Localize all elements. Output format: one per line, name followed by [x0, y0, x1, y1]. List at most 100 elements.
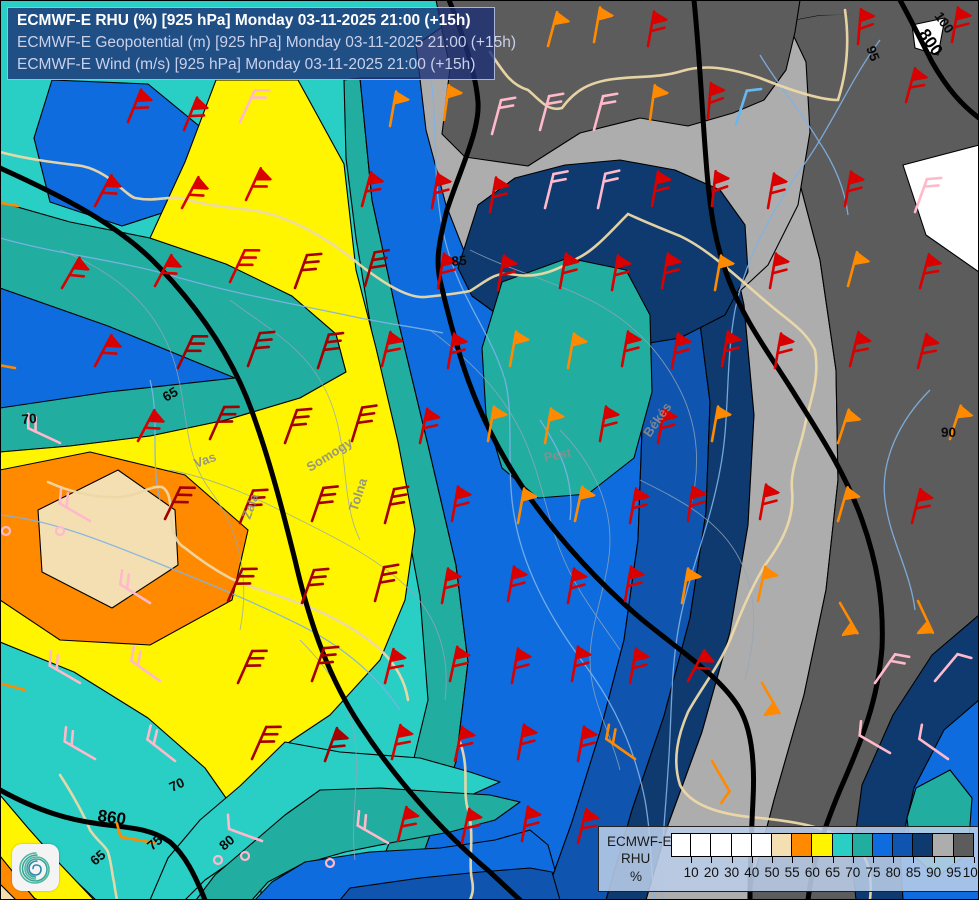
- river-tisza: [660, 39, 881, 900]
- wind-barb: [610, 254, 633, 292]
- legend-tick-label: 10: [683, 865, 699, 880]
- wind-barb: [283, 407, 313, 445]
- legend-tick: [873, 857, 874, 863]
- legend-tick-label: 80: [885, 865, 901, 880]
- wind-barb: [592, 92, 619, 132]
- geopotential-line: [0, 165, 523, 900]
- wind-barb: [904, 66, 929, 104]
- rhu-ne-corner: [740, 0, 978, 30]
- wind-barb: [396, 805, 421, 843]
- wind-barb: [60, 256, 91, 290]
- legend-swatch-75: [852, 833, 873, 857]
- wind-barb: [176, 334, 209, 370]
- spiral-logo-icon: [19, 852, 50, 884]
- county-label: Pest: [543, 444, 574, 465]
- wind-barb: [566, 332, 589, 370]
- calm-wind-circle: [0, 525, 12, 537]
- wind-barb: [856, 7, 876, 46]
- wind-barb: [620, 330, 643, 368]
- wind-barb: [226, 813, 264, 843]
- legend-swatch-30: [711, 833, 732, 857]
- calm-wind-circle: [239, 850, 251, 862]
- wind-barb: [598, 405, 621, 443]
- wind-barb: [773, 332, 796, 370]
- wind-barb: [576, 725, 599, 763]
- wind-barb: [163, 486, 196, 521]
- wind-barb: [543, 407, 566, 445]
- wind-barb: [950, 6, 973, 44]
- legend-tick: [933, 857, 935, 863]
- wind-barb: [182, 96, 210, 132]
- wind-barb: [838, 601, 859, 637]
- rhu-teal-bc: [195, 787, 521, 900]
- wind-barb: [136, 408, 166, 443]
- wind-barb: [238, 488, 269, 525]
- calm-wind-circle: [54, 525, 66, 537]
- legend-tick: [731, 857, 733, 863]
- legend-tick: [711, 857, 713, 863]
- legend-swatch-60: [792, 833, 813, 857]
- wind-barb: [576, 807, 601, 845]
- wind-barb: [316, 331, 345, 370]
- wind-barb: [592, 6, 615, 44]
- wind-barb: [130, 645, 162, 683]
- wind-barb: [605, 723, 637, 761]
- rivers: [0, 39, 931, 900]
- rhu-legend: ECMWF-E RHU % 10 20 30 40 50 55 60 65 70 75 80 85 90…: [598, 826, 978, 892]
- wind-barb: [310, 645, 340, 683]
- legend-tick: [852, 857, 854, 863]
- wind-barb: [710, 169, 731, 208]
- wind-barb: [913, 176, 943, 214]
- wind-barb: [363, 248, 391, 288]
- wind-barb: [918, 723, 950, 761]
- wind-barb: [293, 252, 323, 290]
- legend-tick: [893, 857, 895, 863]
- wind-barb: [208, 405, 240, 441]
- country-borders: [0, 8, 872, 900]
- wind-barb: [706, 81, 726, 120]
- wind-barb: [446, 332, 469, 370]
- wind-barb: [488, 176, 511, 214]
- title-wind: ECMWF-E Wind (m/s) [925 hPa] Monday 03-1…: [17, 56, 476, 73]
- wind-barb: [734, 87, 763, 126]
- legend-model-label: ECMWF-E: [607, 834, 672, 849]
- rhu-darkgray-top-blob: [435, 0, 801, 167]
- legend-tick: [691, 857, 693, 863]
- wind-barb: [310, 485, 339, 523]
- legend-color-swatches: [671, 833, 974, 857]
- wind-barb: [228, 248, 261, 284]
- wind-barb: [596, 169, 621, 210]
- geopotential-line-east: [691, 0, 885, 900]
- legend-tick: [913, 857, 915, 863]
- title-geopotential: ECMWF-E Geopotential (m) [925 hPa] Monda…: [17, 34, 516, 51]
- wind-barb: [440, 567, 463, 605]
- legend-swatch-20: [691, 833, 712, 857]
- wind-barb: [846, 250, 871, 288]
- legend-tick-label: 20: [703, 865, 719, 880]
- wind-barb: [508, 330, 531, 368]
- legend-tick-label: 95: [946, 865, 962, 880]
- wind-barb: [236, 649, 268, 685]
- legend-tick-label: 30: [724, 865, 740, 880]
- rhu-white-wedge: [902, 144, 978, 272]
- wind-barb: [758, 483, 781, 521]
- wind-barb: [710, 759, 731, 805]
- wind-barb: [650, 170, 673, 208]
- legend-tick: [832, 857, 834, 863]
- wind-barb: [916, 599, 935, 635]
- legend-swatch-10: [671, 833, 692, 857]
- legend-swatch-90: [913, 833, 934, 857]
- wind-barb: [720, 330, 743, 368]
- wind-barb: [916, 332, 941, 370]
- wind-barb: [490, 96, 517, 136]
- rhu-cream-bl: [0, 883, 17, 900]
- wind-barb: [686, 648, 716, 683]
- wind-barb: [546, 10, 571, 48]
- wind-barb: [660, 252, 683, 290]
- wind-barb: [836, 486, 861, 523]
- wind-barb: [948, 404, 974, 441]
- wind-barb: [543, 170, 569, 210]
- county-label: Vas: [192, 449, 218, 471]
- rhu-contour-label: 70: [167, 775, 187, 795]
